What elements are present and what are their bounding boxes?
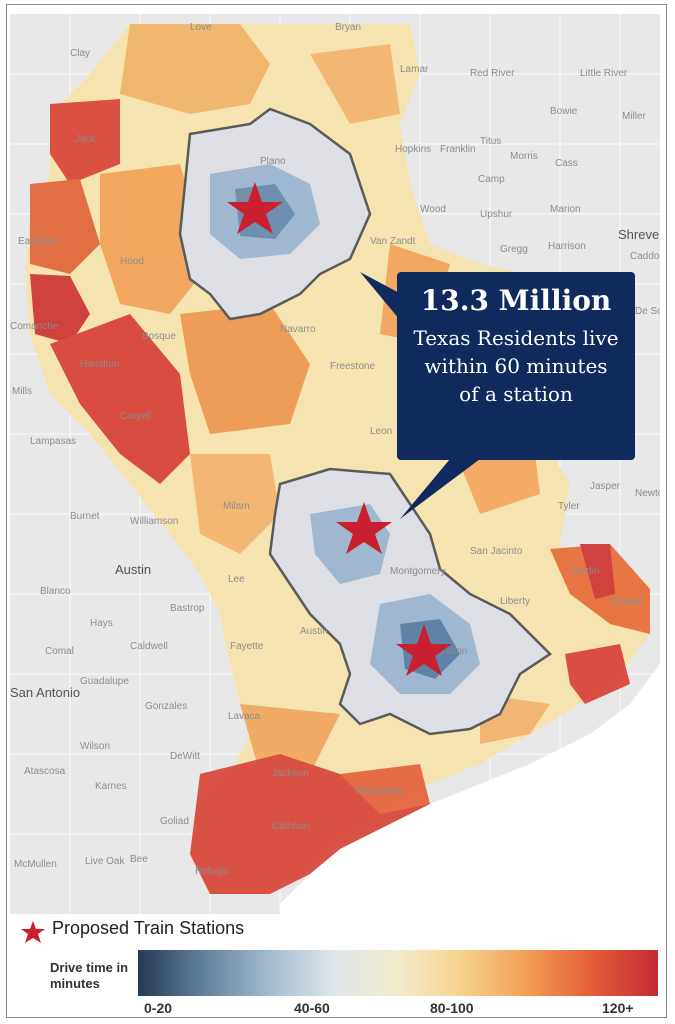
svg-text:Gregg: Gregg [500, 244, 528, 255]
svg-text:Comal: Comal [45, 646, 74, 657]
svg-text:Comanche: Comanche [10, 321, 59, 332]
tick-40-60: 40-60 [294, 1000, 330, 1016]
svg-text:Van Zandt: Van Zandt [370, 236, 416, 247]
svg-text:Bosque: Bosque [142, 331, 176, 342]
svg-text:Miller: Miller [622, 111, 647, 122]
tick-0-20: 0-20 [144, 1000, 173, 1016]
station-dallas [227, 182, 283, 234]
svg-text:San Jacinto: San Jacinto [470, 546, 523, 557]
svg-text:Austin: Austin [115, 562, 151, 577]
svg-text:Titus: Titus [480, 136, 501, 147]
svg-text:Atascosa: Atascosa [24, 766, 66, 777]
svg-text:Matagorda: Matagorda [355, 786, 403, 797]
svg-text:Caddo: Caddo [630, 251, 660, 262]
svg-text:Cass: Cass [555, 158, 578, 169]
svg-text:Leon: Leon [370, 426, 392, 437]
svg-text:Lampasas: Lampasas [30, 436, 76, 447]
svg-text:Caldwell: Caldwell [130, 641, 168, 652]
callout-headline: 13.3 Million [420, 284, 612, 317]
svg-text:Red River: Red River [470, 68, 515, 79]
population-callout: 13.3 Million Texas Residents live within… [397, 272, 635, 460]
svg-text:Harrison: Harrison [548, 241, 586, 252]
station-star-icon [21, 921, 45, 943]
svg-text:Fayette: Fayette [230, 641, 264, 652]
svg-text:San Antonio: San Antonio [10, 685, 80, 700]
station-houston [396, 624, 452, 676]
svg-text:Bastrop: Bastrop [170, 603, 205, 614]
svg-text:Karnes: Karnes [95, 781, 127, 792]
svg-text:Plano: Plano [260, 156, 286, 167]
svg-text:Calhoun: Calhoun [272, 821, 309, 832]
legend: Proposed Train Stations Drive time in mi… [10, 916, 660, 1016]
svg-text:Lee: Lee [228, 574, 245, 585]
svg-text:Montgomery: Montgomery [390, 566, 446, 577]
svg-text:Bee: Bee [130, 854, 148, 865]
svg-text:Refugio: Refugio [195, 866, 230, 877]
svg-text:Shreve: Shreve [618, 227, 659, 242]
svg-text:Jack: Jack [75, 134, 97, 145]
svg-text:Tyler: Tyler [558, 501, 580, 512]
svg-text:Navarro: Navarro [280, 324, 316, 335]
svg-text:Houston: Houston [430, 646, 467, 657]
svg-text:Orange: Orange [610, 596, 644, 607]
svg-text:Hays: Hays [90, 618, 113, 629]
svg-text:Upshur: Upshur [480, 209, 513, 220]
svg-text:Burnet: Burnet [70, 511, 100, 522]
svg-text:Hood: Hood [120, 256, 144, 267]
svg-text:Gonzales: Gonzales [145, 701, 187, 712]
svg-text:Marion: Marion [550, 204, 581, 215]
svg-text:Hamilton: Hamilton [80, 359, 119, 370]
svg-text:Morris: Morris [510, 151, 538, 162]
svg-text:Love: Love [190, 22, 212, 33]
svg-text:Goliad: Goliad [160, 816, 189, 827]
svg-text:Blanco: Blanco [40, 586, 71, 597]
map-canvas: Shreve Austin San Antonio Plano Dallas H… [10, 14, 660, 914]
svg-text:Austin: Austin [300, 626, 328, 637]
station-central [336, 502, 392, 554]
svg-text:Hopkins: Hopkins [395, 144, 431, 155]
svg-text:Guadalupe: Guadalupe [80, 676, 129, 687]
svg-text:Dallas: Dallas [235, 191, 263, 202]
svg-text:Jasper: Jasper [590, 481, 621, 492]
callout-body: Texas Residents live within 60 minutes o… [413, 326, 619, 406]
svg-text:Wood: Wood [420, 204, 446, 215]
svg-text:Franklin: Franklin [440, 144, 476, 155]
svg-text:Clay: Clay [70, 48, 90, 59]
drive-time-color-ramp [138, 950, 658, 996]
station-markers [227, 182, 452, 676]
svg-text:Eastland: Eastland [18, 236, 57, 247]
svg-text:Williamson: Williamson [130, 516, 178, 527]
svg-text:Mills: Mills [12, 386, 32, 397]
svg-text:Wilson: Wilson [80, 741, 110, 752]
svg-text:Bryan: Bryan [335, 22, 361, 33]
drive-time-map: Shreve Austin San Antonio Plano Dallas H… [10, 14, 660, 914]
svg-text:Lamar: Lamar [400, 64, 429, 75]
tick-80-100: 80-100 [430, 1000, 474, 1016]
svg-text:Little River: Little River [580, 68, 628, 79]
drive-time-label: Drive time in minutes [50, 960, 129, 991]
svg-text:Coryell: Coryell [120, 411, 151, 422]
tick-120-plus: 120+ [602, 1000, 634, 1016]
svg-text:Liberty: Liberty [500, 596, 530, 607]
svg-text:Milam: Milam [223, 501, 250, 512]
svg-text:Hardin: Hardin [570, 566, 599, 577]
svg-text:Jackson: Jackson [272, 768, 309, 779]
stations-legend-label: Proposed Train Stations [52, 918, 245, 938]
svg-text:De Soto: De Soto [635, 306, 660, 317]
svg-text:Freestone: Freestone [330, 361, 375, 372]
svg-text:Camp: Camp [478, 174, 505, 185]
svg-text:Newton: Newton [635, 488, 660, 499]
svg-text:Live Oak: Live Oak [85, 856, 125, 867]
svg-text:DeWitt: DeWitt [170, 751, 200, 762]
svg-text:Lavaca: Lavaca [228, 711, 261, 722]
svg-text:McMullen: McMullen [14, 859, 57, 870]
svg-text:Bowie: Bowie [550, 106, 578, 117]
